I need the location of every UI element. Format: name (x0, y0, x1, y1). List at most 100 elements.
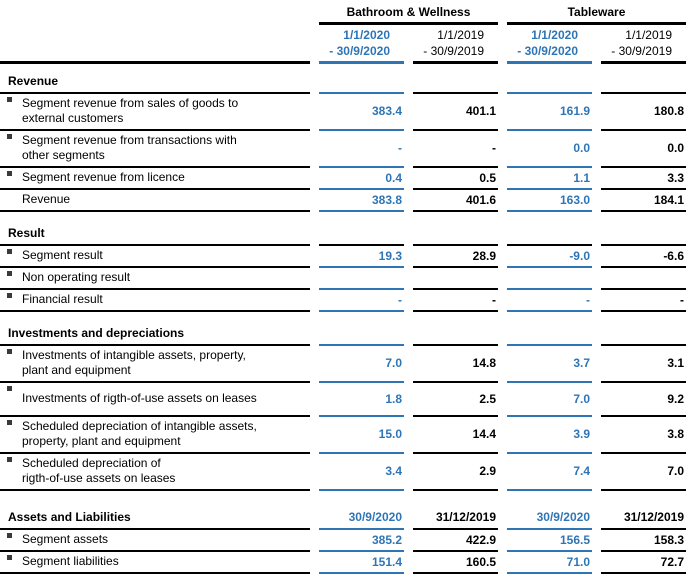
cell-value: - (601, 290, 686, 312)
cell-value: 0.0 (507, 131, 592, 168)
cell-value: 156.5 (507, 530, 592, 552)
section-rule-cell (319, 223, 404, 246)
corner-spacer (0, 5, 310, 25)
cell-value: 14.4 (413, 417, 498, 454)
cell-value: 0.4 (319, 168, 404, 190)
period-header: 1/1/2019 - 30/9/2019 (601, 25, 686, 64)
row-label: Scheduled depreciation of intangible ass… (22, 419, 257, 448)
cell-value: 161.9 (507, 94, 592, 131)
cell-value: 401.6 (413, 190, 498, 212)
cell-value: 15.0 (319, 417, 404, 454)
section-header-row: Assets and Liabilities 30/9/2020 31/12/201… (0, 507, 686, 530)
table-row: Revenue 383.8 401.6 163.0 184.1 (0, 190, 686, 212)
section-revenue: Revenue Segment revenue from sales of goo… (0, 71, 686, 212)
table-row: Investments of intangible assets, proper… (0, 346, 686, 383)
section-rule-cell (507, 71, 592, 94)
period-header: 1/1/2020 - 30/9/2020 (507, 25, 592, 64)
section-header-row: Revenue (0, 71, 686, 94)
section-rule-cell (601, 71, 686, 94)
section-rule-cell (601, 323, 686, 346)
cell-value: 7.0 (601, 454, 686, 491)
table-row: Segment result 19.3 28.9 -9.0 -6.6 (0, 246, 686, 268)
row-label-cell: Segment revenue from transactions with o… (0, 131, 310, 168)
period-header-spacer (0, 25, 310, 64)
bullet-square-icon (7, 249, 12, 254)
row-label-cell: Segment revenue from sales of goods to e… (0, 94, 310, 131)
cell-value: - (413, 131, 498, 168)
row-label-cell: Segment result (0, 246, 310, 268)
section-rule-cell (413, 223, 498, 246)
section-title: Investments and depreciations (0, 323, 310, 346)
cell-value: 2.9 (413, 454, 498, 491)
table-row: Financial result - - - - (0, 290, 686, 312)
column-group-header-row: Bathroom & Wellness Tableware (0, 5, 686, 25)
section-header-row: Result (0, 223, 686, 246)
section-column-header: 30/9/2020 (319, 507, 404, 530)
cell-value: -9.0 (507, 246, 592, 268)
section-rule-cell (507, 323, 592, 346)
section-column-header: 31/12/2019 (413, 507, 498, 530)
section-rule-cell (507, 223, 592, 246)
cell-value: 3.7 (507, 346, 592, 383)
cell-value: -6.6 (601, 246, 686, 268)
row-label: Segment revenue from transactions with o… (22, 133, 237, 162)
cell-value: 160.5 (413, 552, 498, 574)
cell-value: 383.8 (319, 190, 404, 212)
cell-value: 14.8 (413, 346, 498, 383)
cell-value: 72.7 (601, 552, 686, 574)
table-row: Segment revenue from sales of goods to e… (0, 94, 686, 131)
section-title: Revenue (0, 71, 310, 94)
cell-value: 184.1 (601, 190, 686, 212)
row-label: Non operating result (22, 270, 131, 284)
row-label: Revenue (22, 192, 71, 206)
section-rule-cell (319, 71, 404, 94)
row-label-cell: Segment revenue from licence (0, 168, 310, 190)
cell-value: 9.2 (601, 383, 686, 417)
cell-value: 158.3 (601, 530, 686, 552)
table-row: Segment assets 385.2 422.9 156.5 158.3 (0, 530, 686, 552)
cell-value: 3.9 (507, 417, 592, 454)
section-rule-cell (413, 71, 498, 94)
table-row: Scheduled depreciation of intangible ass… (0, 417, 686, 454)
cell-value: 19.3 (319, 246, 404, 268)
cell-value: - (413, 290, 498, 312)
section-title: Assets and Liabilities (0, 507, 310, 530)
period-header: 1/1/2020 - 30/9/2020 (319, 25, 404, 64)
cell-value: 3.1 (601, 346, 686, 383)
cell-value: 1.8 (319, 383, 404, 417)
cell-value: 7.4 (507, 454, 592, 491)
section-title: Result (0, 223, 310, 246)
cell-value: - (319, 131, 404, 168)
cell-value (601, 268, 686, 290)
cell-value: 0.0 (601, 131, 686, 168)
bullet-square-icon (7, 271, 12, 276)
cell-value: 3.4 (319, 454, 404, 491)
cell-value: 28.9 (413, 246, 498, 268)
cell-value (413, 268, 498, 290)
bullet-square-icon (7, 171, 12, 176)
cell-value: - (507, 290, 592, 312)
row-label: Segment revenue from licence (22, 170, 185, 184)
section-rule-cell (319, 323, 404, 346)
cell-value: 2.5 (413, 383, 498, 417)
bullet-square-icon (7, 349, 12, 354)
table-row: Segment revenue from transactions with o… (0, 131, 686, 168)
cell-value: 7.0 (319, 346, 404, 383)
bullet-square-icon (7, 386, 12, 391)
row-label-cell: Scheduled depreciation of intangible ass… (0, 417, 310, 454)
section-investments-and-depreciations: Investments and depreciations Investments… (0, 323, 686, 491)
section-rule-cell (413, 323, 498, 346)
cell-value (319, 268, 404, 290)
bullet-square-icon (7, 457, 12, 462)
cell-value: 180.8 (601, 94, 686, 131)
bullet-square-icon (7, 293, 12, 298)
column-group-header: Bathroom & Wellness (319, 5, 498, 25)
row-label-cell: Investments of intangible assets, proper… (0, 346, 310, 383)
row-label: Investments of rigth-of-use assets on le… (22, 391, 257, 405)
section-assets-and-liabilities: Assets and Liabilities 30/9/2020 31/12/201… (0, 507, 686, 574)
cell-value: 422.9 (413, 530, 498, 552)
cell-value: 163.0 (507, 190, 592, 212)
row-label: Financial result (22, 292, 103, 306)
cell-value: 0.5 (413, 168, 498, 190)
